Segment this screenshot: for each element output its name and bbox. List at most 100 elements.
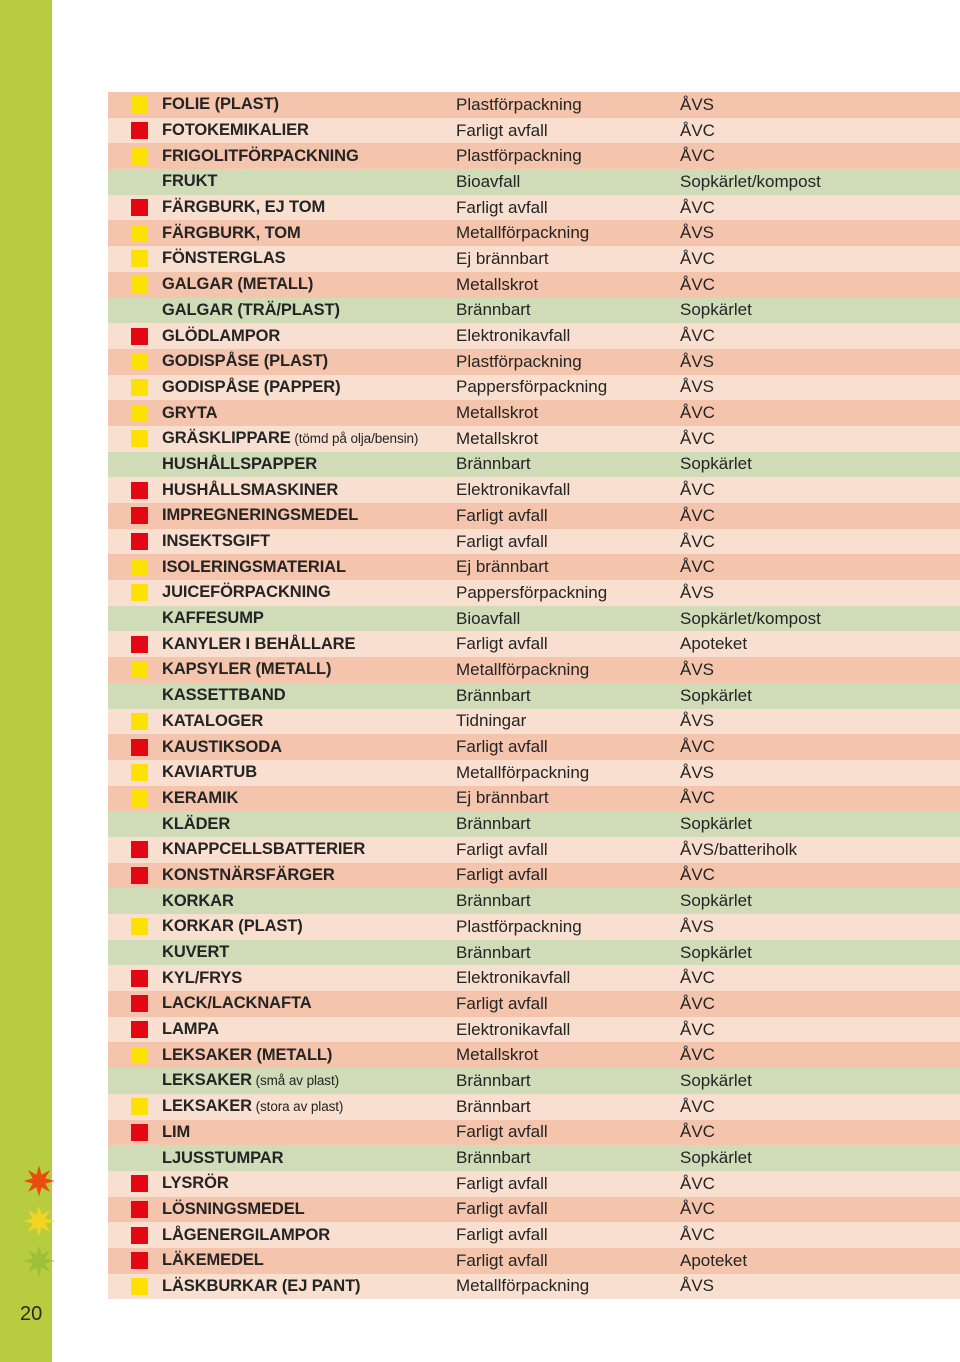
swatch-cell xyxy=(108,1021,158,1038)
item-name: GALGAR (METALL) xyxy=(158,275,456,294)
table-row: LYSRÖRFarligt avfallÅVC xyxy=(108,1171,960,1197)
destination: ÅVC xyxy=(680,1045,960,1065)
destination: ÅVC xyxy=(680,788,960,808)
destination: ÅVC xyxy=(680,968,960,988)
item-suffix: (stora av plast) xyxy=(252,1099,343,1114)
item-name: FRUKT xyxy=(158,172,456,191)
yellow-swatch-icon xyxy=(131,96,148,113)
table-row: FRUKTBioavfallSopkärlet/kompost xyxy=(108,169,960,195)
destination: ÅVS xyxy=(680,223,960,243)
category: Metallskrot xyxy=(456,1045,680,1065)
destination: ÅVC xyxy=(680,275,960,295)
yellow-swatch-icon xyxy=(131,276,148,293)
item-name: KAPSYLER (METALL) xyxy=(158,660,456,679)
table-row: KORKAR (PLAST)PlastförpackningÅVS xyxy=(108,914,960,940)
yellow-swatch-icon xyxy=(131,353,148,370)
item-name: GRYTA xyxy=(158,404,456,423)
swatch-cell xyxy=(108,199,158,216)
yellow-swatch-icon xyxy=(131,559,148,576)
table-row: LÅGENERGILAMPORFarligt avfallÅVC xyxy=(108,1222,960,1248)
category: Farligt avfall xyxy=(456,840,680,860)
category: Elektronikavfall xyxy=(456,968,680,988)
swatch-cell xyxy=(108,148,158,165)
category: Plastförpackning xyxy=(456,146,680,166)
swatch-cell xyxy=(108,1201,158,1218)
swatch-cell xyxy=(108,841,158,858)
destination: ÅVS xyxy=(680,352,960,372)
destination: ÅVC xyxy=(680,865,960,885)
destination: ÅVC xyxy=(680,1174,960,1194)
item-name: IMPREGNERINGSMEDEL xyxy=(158,506,456,525)
swatch-cell xyxy=(108,430,158,447)
swatch-cell xyxy=(108,661,158,678)
destination: Sopkärlet xyxy=(680,891,960,911)
table-row: GALGAR (TRÄ/PLAST)BrännbartSopkärlet xyxy=(108,298,960,324)
destination: ÅVC xyxy=(680,198,960,218)
swatch-cell xyxy=(108,225,158,242)
swatch-cell xyxy=(108,790,158,807)
yellow-swatch-icon xyxy=(131,1047,148,1064)
swatch-cell xyxy=(108,533,158,550)
item-name: LÅGENERGILAMPOR xyxy=(158,1226,456,1245)
table-row: FOLIE (PLAST)PlastförpackningÅVS xyxy=(108,92,960,118)
category: Ej brännbart xyxy=(456,788,680,808)
category: Pappersförpackning xyxy=(456,583,680,603)
table-row: LÄSKBURKAR (EJ PANT)MetallförpackningÅVS xyxy=(108,1274,960,1300)
category: Farligt avfall xyxy=(456,198,680,218)
category: Plastförpackning xyxy=(456,917,680,937)
destination: Sopkärlet xyxy=(680,1071,960,1091)
destination: Sopkärlet xyxy=(680,454,960,474)
red-swatch-icon xyxy=(131,1227,148,1244)
table-row: ISOLERINGSMATERIALEj brännbartÅVC xyxy=(108,554,960,580)
table-row: JUICEFÖRPACKNINGPappersförpackningÅVS xyxy=(108,580,960,606)
category: Metallskrot xyxy=(456,429,680,449)
item-name: LÄKEMEDEL xyxy=(158,1251,456,1270)
table-row: KUVERTBrännbartSopkärlet xyxy=(108,940,960,966)
item-name: LÖSNINGSMEDEL xyxy=(158,1200,456,1219)
item-name: KAVIARTUB xyxy=(158,763,456,782)
swatch-cell xyxy=(108,764,158,781)
category: Farligt avfall xyxy=(456,121,680,141)
swatch-cell xyxy=(108,1175,158,1192)
destination: Apoteket xyxy=(680,634,960,654)
item-name: LYSRÖR xyxy=(158,1174,456,1193)
table-row: HUSHÅLLSMASKINERElektronikavfallÅVC xyxy=(108,477,960,503)
red-swatch-icon xyxy=(131,636,148,653)
table-row: GRYTAMetallskrotÅVC xyxy=(108,400,960,426)
destination: Sopkärlet/kompost xyxy=(680,172,960,192)
swatch-cell xyxy=(108,918,158,935)
category: Farligt avfall xyxy=(456,737,680,757)
item-name: KUVERT xyxy=(158,943,456,962)
swatch-cell xyxy=(108,1098,158,1115)
table-row: LÄKEMEDELFarligt avfallApoteket xyxy=(108,1248,960,1274)
destination: Sopkärlet xyxy=(680,300,960,320)
burst-icon xyxy=(22,1164,56,1198)
item-name: KERAMIK xyxy=(158,789,456,808)
table-row: KAPSYLER (METALL)MetallförpackningÅVS xyxy=(108,657,960,683)
category: Plastförpackning xyxy=(456,95,680,115)
destination: ÅVS xyxy=(680,660,960,680)
category: Brännbart xyxy=(456,686,680,706)
category: Pappersförpackning xyxy=(456,377,680,397)
swatch-cell xyxy=(108,713,158,730)
destination: ÅVC xyxy=(680,506,960,526)
yellow-swatch-icon xyxy=(131,250,148,267)
destination: ÅVS xyxy=(680,711,960,731)
yellow-swatch-icon xyxy=(131,918,148,935)
destination: ÅVC xyxy=(680,737,960,757)
red-swatch-icon xyxy=(131,995,148,1012)
table-row: LEKSAKER (stora av plast)BrännbartÅVC xyxy=(108,1094,960,1120)
item-name: KORKAR xyxy=(158,892,456,911)
table-row: KATALOGERTidningarÅVS xyxy=(108,709,960,735)
category: Brännbart xyxy=(456,891,680,911)
swatch-cell xyxy=(108,122,158,139)
destination: ÅVS xyxy=(680,95,960,115)
category: Brännbart xyxy=(456,943,680,963)
burst-icon xyxy=(22,1204,56,1238)
destination: Apoteket xyxy=(680,1251,960,1271)
item-name: LIM xyxy=(158,1123,456,1142)
item-name: KASSETTBAND xyxy=(158,686,456,705)
destination: ÅVC xyxy=(680,994,960,1014)
yellow-swatch-icon xyxy=(131,148,148,165)
table-row: LACK/LACKNAFTAFarligt avfallÅVC xyxy=(108,991,960,1017)
